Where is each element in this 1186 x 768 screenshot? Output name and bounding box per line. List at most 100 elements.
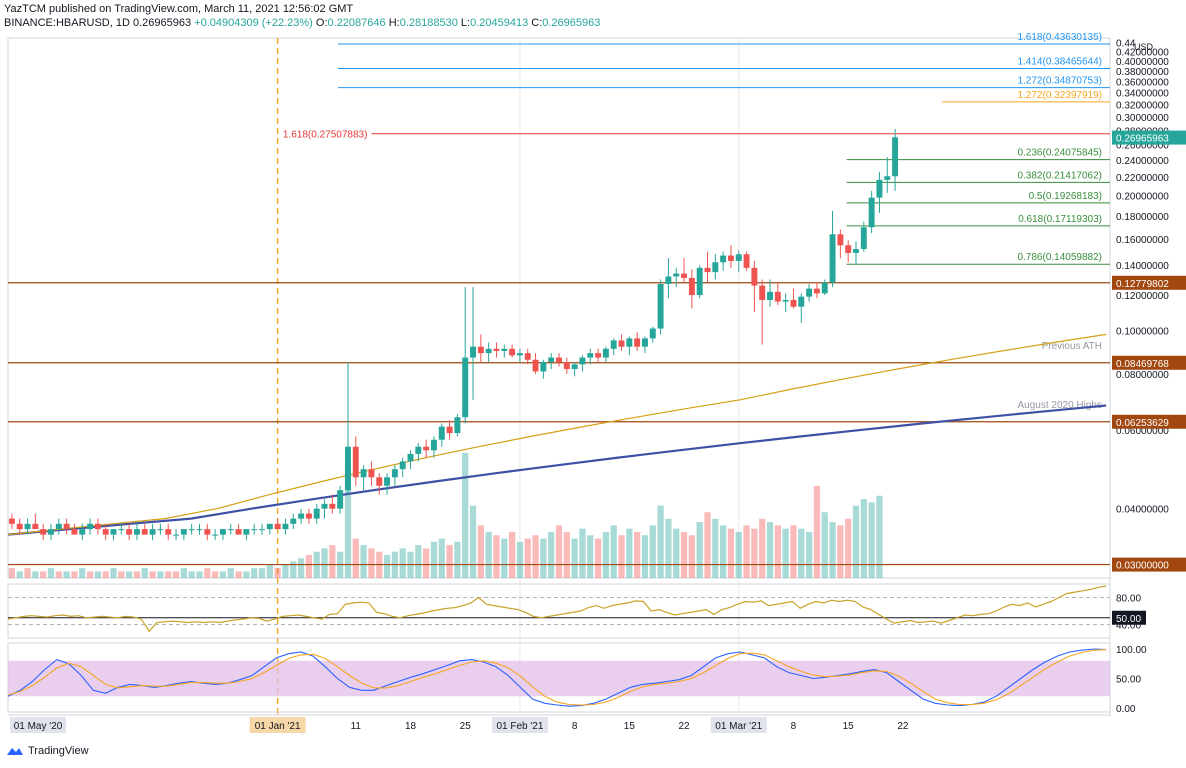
- time-badge: [710, 717, 767, 733]
- ma-50-line: [7, 333, 1107, 536]
- volume-bar: [790, 525, 797, 578]
- volume-bar: [610, 525, 617, 578]
- time-tick-label: 01 Mar '21: [715, 721, 762, 732]
- tradingview-logo-icon: [7, 748, 23, 755]
- support-price-badge: [1112, 275, 1186, 290]
- candle-body: [173, 534, 180, 536]
- time-tick-label: 15: [624, 721, 636, 732]
- candle-body: [376, 477, 383, 486]
- volume-bar: [626, 528, 633, 578]
- price-change: +0.04904309 (+22.23%): [194, 17, 313, 29]
- price-tick-label: 0.40000000: [1116, 57, 1169, 68]
- candle-body: [540, 362, 547, 372]
- fib-level-label: 1.272(0.34870753): [1017, 76, 1102, 87]
- candle-body: [634, 338, 641, 347]
- candle-body: [329, 503, 336, 509]
- candle-body: [40, 529, 47, 535]
- volume-bar: [837, 525, 844, 578]
- volume-bar: [157, 571, 164, 578]
- stoch-rsi-pane: 100.00 50.00 0.00: [7, 642, 1147, 715]
- candle-body: [274, 523, 281, 530]
- volume-bar: [94, 571, 102, 578]
- candle-body: [352, 446, 359, 478]
- candle-body: [24, 523, 31, 530]
- volume-bar: [680, 531, 688, 578]
- candle-body: [657, 283, 664, 329]
- tradingview-brand[interactable]: TradingView: [6, 745, 89, 757]
- volume-bar: [696, 522, 703, 578]
- volume-bar: [321, 548, 328, 578]
- volume-bar: [813, 485, 821, 578]
- volume-bar: [24, 568, 31, 578]
- volume-bar: [204, 568, 211, 578]
- candle-body: [767, 291, 773, 300]
- volume-bar: [40, 571, 47, 578]
- volume-bar: [360, 545, 367, 578]
- volume-bar: [516, 541, 524, 578]
- volume-bar: [258, 568, 266, 578]
- volume-bar: [71, 571, 78, 578]
- volume-bar: [227, 568, 234, 578]
- fib-level-label: 0.5(0.19268183): [1029, 191, 1102, 202]
- candle-body: [595, 353, 602, 358]
- volume-bar: [508, 531, 516, 578]
- rsi-tick-label: 40.00: [1116, 621, 1141, 632]
- symbol-ohlc-legend: BINANCE:HBARUSD, 1D 0.26965963 +0.049043…: [4, 17, 600, 29]
- candle-body: [126, 529, 133, 535]
- volume-bar: [32, 571, 39, 578]
- volume-bar: [751, 528, 758, 578]
- candle-body: [876, 179, 883, 198]
- candle-body: [501, 348, 508, 351]
- candle-body: [743, 254, 750, 268]
- volume-bar: [727, 528, 735, 578]
- candle-body: [813, 288, 820, 294]
- volume-bar: [16, 571, 23, 578]
- candle-body: [282, 523, 289, 530]
- symbol-name: BINANCE:HBARUSD, 1D: [4, 17, 130, 29]
- volume-bar: [211, 571, 219, 578]
- fib-level-label: 0.618(0.17119303): [1018, 214, 1102, 225]
- candle-body: [313, 508, 320, 519]
- volume-bar: [571, 538, 578, 578]
- last-price: 0.26965963: [132, 17, 192, 29]
- candle-body: [532, 359, 539, 372]
- candle-body: [759, 285, 766, 300]
- support-annotation: Previous ATH: [1042, 341, 1102, 352]
- volume-bar: [704, 512, 711, 578]
- volume-bar: [493, 535, 500, 578]
- stoch-d-line: [7, 649, 1107, 706]
- price-tick-label: 0.08000000: [1116, 370, 1169, 381]
- time-highlight-badge: [249, 717, 306, 733]
- price-tick-label: 0.12000000: [1116, 291, 1169, 302]
- volume-bar: [344, 466, 352, 578]
- volume-bar: [876, 495, 883, 578]
- volume-bar: [126, 571, 133, 578]
- support-price-badge: [1112, 557, 1186, 572]
- candle-body: [368, 469, 375, 478]
- publish-info: YazTCM published on TradingView.com, Mar…: [4, 3, 354, 15]
- candle-body: [868, 197, 875, 228]
- rsi-value-badge: [1112, 610, 1146, 625]
- candle-body: [751, 267, 758, 286]
- current-price-badge: [1112, 130, 1186, 145]
- time-tick-label: 8: [791, 721, 797, 732]
- volume-bar: [602, 531, 610, 578]
- volume-bar: [649, 525, 656, 578]
- candle-body: [516, 353, 523, 356]
- time-tick-label: 18: [405, 721, 417, 732]
- candle-body: [454, 417, 461, 434]
- price-pane-frame: [7, 37, 1111, 579]
- candle-body: [696, 267, 703, 296]
- candle-body: [712, 262, 719, 273]
- candle-body: [149, 529, 156, 535]
- fib-level-label: 1.272(0.32397919): [1017, 90, 1102, 101]
- high-label: H:: [388, 17, 400, 29]
- rsi-tick-label: 80.00: [1116, 594, 1141, 605]
- volume-bar: [47, 568, 55, 578]
- candle-body: [243, 529, 250, 535]
- candle-body: [391, 469, 398, 478]
- candle-body: [165, 529, 172, 535]
- time-axis: 01 May '20 01 Jan '21 11 18 25 01 Feb '21 8 15 2…: [8, 714, 1110, 733]
- volume-bar: [399, 548, 406, 578]
